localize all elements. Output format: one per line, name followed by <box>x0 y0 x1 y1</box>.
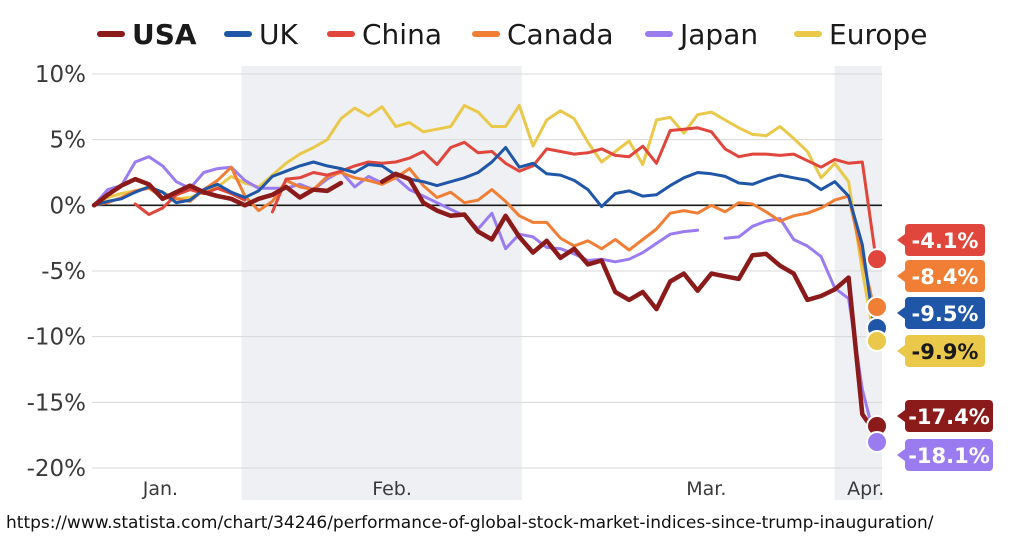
end-label-pointer <box>897 410 905 422</box>
shaded-bands <box>241 66 882 500</box>
end-label-text: -18.1% <box>908 444 990 468</box>
x-tick-label: Jan. <box>142 478 178 500</box>
end-marker-china <box>866 248 888 271</box>
end-label-pointer <box>897 449 905 461</box>
legend-label: USA <box>132 18 197 51</box>
y-tick-label: -15% <box>27 390 86 416</box>
series-line-canada <box>92 165 878 318</box>
end-label-uk: -9.5% <box>897 297 985 329</box>
series-line-china <box>133 126 878 261</box>
end-label-box <box>905 335 985 367</box>
end-label-pointer <box>897 270 905 282</box>
end-label-usa: -17.4% <box>897 400 993 432</box>
legend-item-china: China <box>327 18 442 51</box>
end-marker-circle <box>866 431 888 453</box>
legend-item-uk: UK <box>224 18 298 51</box>
end-label-box <box>905 260 985 292</box>
end-label-pointer <box>897 307 905 319</box>
series-line-usa <box>91 171 879 437</box>
end-label-text: -17.4% <box>908 405 990 429</box>
y-axis-tick-labels: 10% 5% 0% -5% -10% -15% -20% <box>27 62 86 482</box>
x-tick-label: Apr. <box>847 478 884 500</box>
end-label-box <box>905 224 985 256</box>
y-tick-label: 10% <box>35 62 86 88</box>
x-tick-label: Mar. <box>686 478 726 500</box>
y-tick-label: 5% <box>50 128 87 154</box>
end-label-pointer <box>897 345 905 357</box>
end-value-labels: -17.4% -9.5% -4.1% -8.4% -18.1% -9.9% <box>897 224 993 471</box>
end-label-canada: -8.4% <box>897 260 985 292</box>
source-url: https://www.statista.com/chart/34246/per… <box>6 513 934 533</box>
legend-item-canada: Canada <box>472 18 614 51</box>
y-tick-label: -20% <box>27 456 86 482</box>
legend-label: Canada <box>507 18 614 51</box>
end-label-europe: -9.9% <box>897 335 985 367</box>
series-lines <box>91 104 879 445</box>
series-line-europe <box>92 104 878 350</box>
end-label-text: -8.4% <box>912 265 979 289</box>
legend-item-europe: Europe <box>794 18 927 51</box>
series-line-uk <box>92 146 878 343</box>
end-marker-circle <box>866 248 888 271</box>
x-axis-tick-labels: Jan. Feb. Mar. Apr. <box>142 478 885 500</box>
end-marker-circle <box>866 296 888 318</box>
end-markers <box>866 248 888 453</box>
end-marker-europe <box>866 330 888 352</box>
grid-lines <box>92 73 882 469</box>
shaded-band-0 <box>241 66 522 500</box>
y-tick-label: -5% <box>41 259 86 285</box>
line-chart: 10%5%0%-5%-10%-15%-20% Jan. Feb. Mar. Apr. … <box>27 18 993 500</box>
end-label-text: -4.1% <box>912 229 979 253</box>
legend: USA UK China Canada Japan Europe <box>97 18 927 51</box>
end-label-china: -4.1% <box>897 224 985 256</box>
end-label-text: -9.5% <box>912 302 979 326</box>
legend-label: Europe <box>829 18 927 51</box>
end-label-box <box>905 439 993 471</box>
legend-item-usa: USA <box>97 18 197 51</box>
end-marker-japan <box>866 431 888 453</box>
legend-item-japan: Japan <box>645 18 758 51</box>
end-marker-canada <box>866 296 888 318</box>
legend-label: UK <box>259 18 298 51</box>
end-label-japan: -18.1% <box>897 439 993 471</box>
legend-label: China <box>362 18 442 51</box>
end-marker-circle <box>866 330 888 352</box>
end-label-box <box>905 400 993 432</box>
end-label-text: -9.9% <box>912 340 979 364</box>
end-label-pointer <box>897 234 905 246</box>
end-label-box <box>905 297 985 329</box>
x-tick-label: Feb. <box>372 478 412 500</box>
y-tick-label: -10% <box>27 325 86 351</box>
legend-label: Japan <box>678 18 758 51</box>
y-tick-label: 0% <box>50 193 87 219</box>
